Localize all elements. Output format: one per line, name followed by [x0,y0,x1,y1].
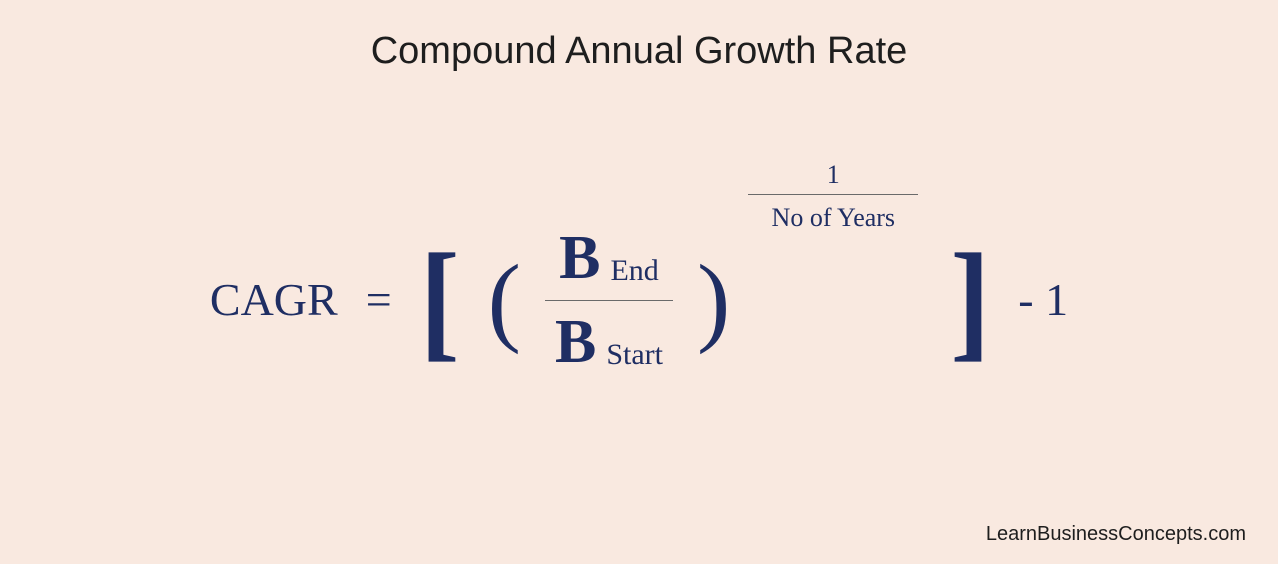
formula-card: Compound Annual Growth Rate CAGR = [ ( B… [0,0,1278,564]
numerator-var: B [559,223,600,294]
open-bracket: [ [420,234,460,366]
ratio-fraction: B End B Start [545,217,673,384]
denominator-subscript: Start [606,338,663,372]
ratio-numerator: B End [549,217,669,300]
exponent-fraction: 1 No of Years [748,160,918,233]
ratio-denominator: B Start [545,301,673,384]
close-paren: ) [697,250,730,350]
attribution-text: LearnBusinessConcepts.com [986,523,1246,546]
open-paren: ( [488,250,521,350]
page-title: Compound Annual Growth Rate [0,30,1278,73]
minus-one: - 1 [1018,277,1068,323]
numerator-subscript: End [610,254,658,288]
formula-lhs: CAGR [210,277,338,323]
denominator-var: B [555,307,596,378]
equals-sign: = [366,277,392,323]
cagr-formula: CAGR = [ ( B End B Start ) 1 No of Years… [0,170,1278,430]
exponent-numerator: 1 [827,160,840,194]
close-bracket: ] [950,234,990,366]
exponent-denominator: No of Years [772,195,896,233]
